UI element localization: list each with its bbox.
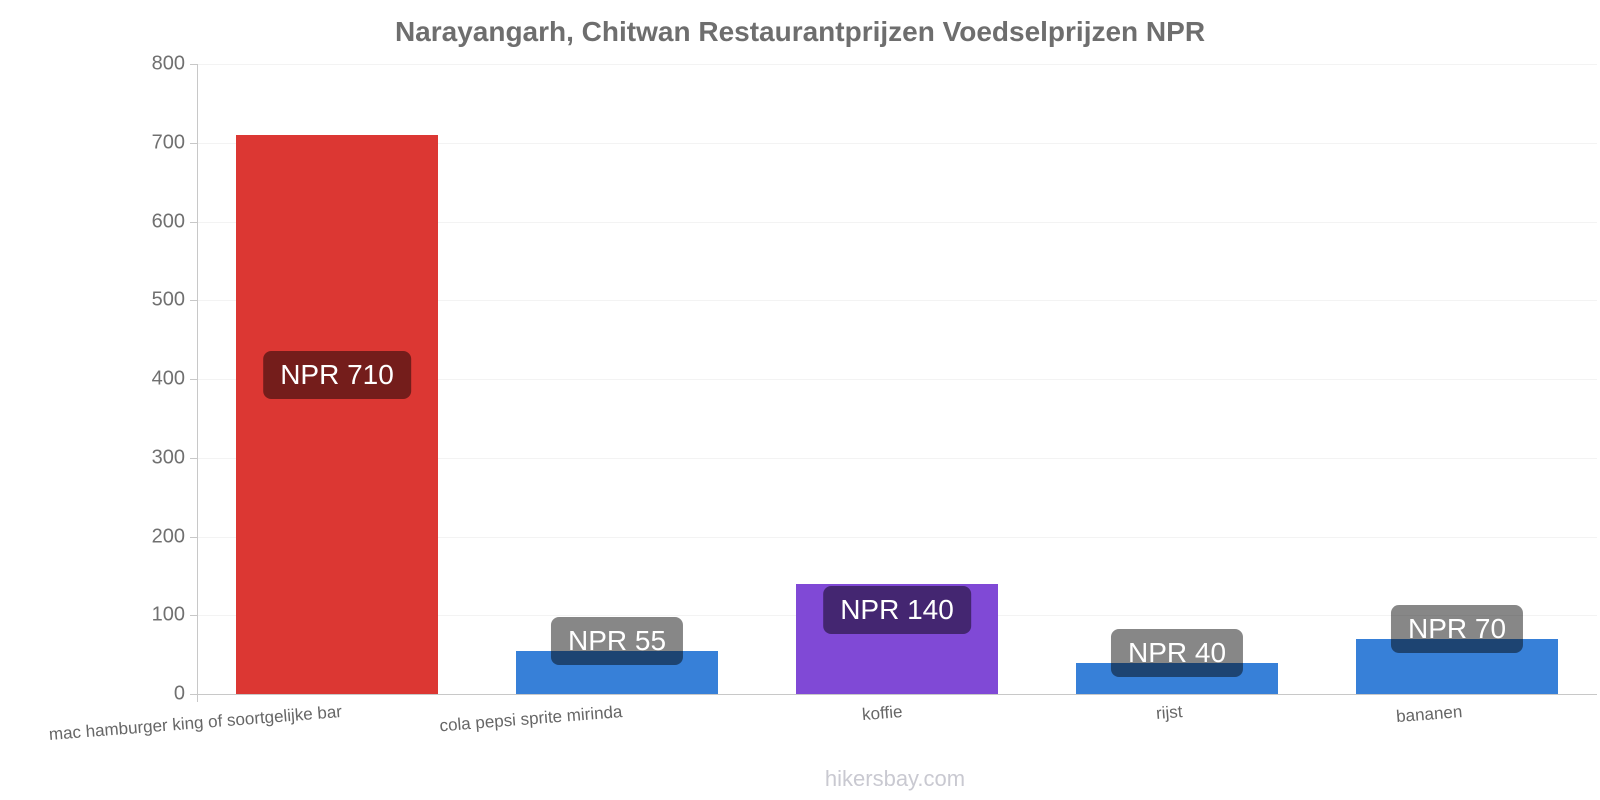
y-axis-tick: [190, 300, 197, 302]
watermark-hikersbay: hikersbay.com: [824, 766, 966, 791]
y-axis-tick-label: 100: [151, 603, 185, 626]
y-axis-line: [197, 64, 198, 702]
y-gridline: [197, 64, 1597, 65]
bar-value-label: NPR 55: [550, 616, 684, 665]
bar[interactable]: [236, 134, 438, 694]
y-gridline: [197, 142, 1597, 144]
y-axis-tick: [190, 457, 197, 459]
y-axis-tick-label: 400: [151, 367, 185, 390]
y-axis-tick: [190, 379, 197, 380]
bar-value-label: NPR 140: [823, 585, 971, 634]
y-gridline: [197, 221, 1597, 223]
y-axis-tick-label: 0: [173, 682, 185, 705]
y-gridline: [197, 300, 1597, 302]
y-axis-tick-label: 800: [151, 52, 185, 75]
x-axis-category-label: koffie: [861, 702, 903, 725]
x-axis-category-label: rijst: [1154, 702, 1183, 724]
y-axis-tick: [190, 221, 197, 223]
y-axis-tick: [190, 64, 197, 65]
bar-value-label: NPR 40: [1110, 628, 1244, 677]
y-gridline: [197, 457, 1597, 459]
y-axis-tick-label: 700: [151, 131, 185, 154]
y-axis-tick: [190, 536, 197, 538]
y-axis-tick-label: 200: [151, 525, 185, 547]
x-axis-category-label: mac hamburger king of soortgelijke bar: [48, 702, 343, 745]
y-axis-tick-label: 500: [151, 288, 185, 311]
y-axis-tick: [190, 694, 197, 695]
bar[interactable]: [516, 650, 718, 694]
chart-title: Narayangarh, Chitwan Restaurantprijzen V…: [394, 16, 1206, 47]
y-axis-tick-label: 600: [151, 210, 185, 232]
bar-value-label: NPR 710: [263, 351, 411, 400]
bar-value-label: NPR 70: [1390, 604, 1524, 653]
x-axis-category-label: bananen: [1395, 702, 1463, 727]
y-axis-tick: [190, 142, 197, 144]
y-axis-tick: [190, 615, 197, 617]
bar[interactable]: [1356, 638, 1558, 694]
y-axis-tick-label: 300: [151, 446, 185, 469]
bar[interactable]: [1076, 662, 1278, 694]
x-axis-line: [197, 694, 1597, 695]
x-axis-category-label: cola pepsi sprite mirinda: [438, 702, 623, 736]
bar[interactable]: [796, 583, 998, 694]
y-gridline: [197, 379, 1597, 380]
y-gridline: [197, 536, 1597, 538]
